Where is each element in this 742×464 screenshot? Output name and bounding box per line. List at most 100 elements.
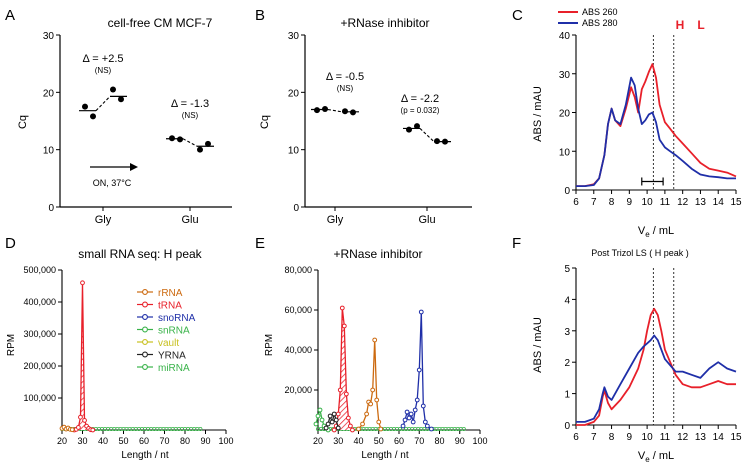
panel-e-point-snorna <box>414 397 420 403</box>
legend-label-yrna: YRNA <box>158 351 186 362</box>
panel-e-point-rrna <box>372 337 378 343</box>
panel-b-delta-gly: Δ = -0.5 <box>326 71 364 83</box>
panel-c-xtick-label: 11 <box>660 197 671 208</box>
panel-e-point-snorna <box>402 417 408 423</box>
panel-f-xtick-label: 6 <box>573 432 579 443</box>
panel-d-xtick-label: 80 <box>180 436 190 446</box>
panel-f-xtick-label: 10 <box>642 432 654 443</box>
panel-b-point-after <box>350 109 356 116</box>
panel-e-point-snorna <box>429 426 434 432</box>
panel-d-ytick-label: 100,000 <box>23 393 56 403</box>
panel-c-xlabel: Ve / mL <box>638 225 674 239</box>
panel-b: +RNase inhibitor Cq 0 10 20 30 Gly Glu Δ = … <box>259 16 472 226</box>
panel-letter-f: F <box>512 235 521 252</box>
panel-b-ytick-label: 10 <box>288 146 300 157</box>
panel-f-ytick-label: 4 <box>564 295 570 306</box>
panel-e-point-rrna <box>356 426 361 432</box>
panel-e-ytick-label: 20,000 <box>284 385 312 395</box>
panel-e-point-rrna <box>376 419 382 425</box>
panel-e-ylabel: RPM <box>264 334 275 356</box>
panel-c-ytick-label: 20 <box>559 109 571 120</box>
legend-label-snorna: snoRNA <box>158 313 196 324</box>
panel-letter-d: D <box>5 235 16 252</box>
panel-e-point-rrna <box>370 387 376 393</box>
panel-d-xtick-label: 100 <box>218 436 233 446</box>
panel-e-point-snorna <box>410 419 416 425</box>
panel-a-sig-glu: (NS) <box>182 111 199 120</box>
legend-marker-rrna <box>142 289 148 295</box>
panel-e-point-snorna <box>400 423 406 429</box>
panel-e-point-trna <box>335 411 341 417</box>
panel-d-baseline-point <box>198 426 203 431</box>
panel-a-axes: 0 10 20 30 <box>43 31 232 214</box>
panel-e-point-mirna <box>319 417 325 423</box>
panel-e-series-rrna <box>357 339 382 430</box>
panel-f-series-abs280 <box>576 334 737 423</box>
panel-d-xtick-label: 60 <box>139 436 149 446</box>
panel-e-xtick-label: 80 <box>434 436 444 446</box>
panel-f-ylabel: ABS / mAU <box>532 317 544 373</box>
panel-a-point-before <box>169 135 175 142</box>
panel-f-xtick-label: 9 <box>627 432 633 443</box>
panel-letter-e: E <box>255 235 265 252</box>
panel-e-point-yrna <box>329 419 335 425</box>
panel-a-ytick-label: 10 <box>43 146 55 157</box>
panel-a-change-line <box>182 138 198 147</box>
panel-d-xtick-label: 40 <box>98 436 108 446</box>
panel-e-point-trna <box>345 415 351 421</box>
panel-c-xtick-label: 9 <box>627 197 633 208</box>
panel-e-point-trna <box>350 427 355 433</box>
panel-c-series-abs280 <box>576 76 736 188</box>
legend-label-abs280: ABS 280 <box>582 18 618 28</box>
panel-a-annotation: ON, 37°C <box>93 178 132 188</box>
panel-a-sig-gly: (NS) <box>95 66 112 75</box>
panel-d-point-trna <box>76 425 81 430</box>
panel-a-delta-gly: Δ = +2.5 <box>83 53 124 65</box>
panel-c-ytick-label: 0 <box>564 186 570 197</box>
panel-d-title: small RNA seq: H peak <box>78 247 202 261</box>
panel-d-xlabel: Length / nt <box>121 450 168 461</box>
panel-c-ylabel: ABS / mAU <box>532 86 544 142</box>
panel-b-point-after <box>342 108 348 115</box>
panel-b-ytick-label: 0 <box>293 203 299 214</box>
panel-f-ytick-label: 3 <box>564 327 570 338</box>
panel-a-ytick-label: 20 <box>43 88 55 99</box>
panel-e-point-snorna <box>420 403 426 409</box>
legend-label-rrna: rRNA <box>158 288 183 299</box>
panel-b-point-before <box>314 107 320 114</box>
panel-a-point-before <box>177 136 183 143</box>
panel-d-axes: 100,000 200,000 300,000 400,000 500,000 20 30 4… <box>23 265 233 446</box>
panel-e-point-trna <box>331 427 337 433</box>
panel-e-point-snorna <box>406 415 412 421</box>
panel-f-xtick-label: 13 <box>695 432 707 443</box>
panel-b-sig-gly: (NS) <box>337 84 354 93</box>
legend-marker-trna <box>142 301 148 308</box>
panel-f-xtick-label: 15 <box>730 432 742 443</box>
panel-f-ytick-label: 5 <box>564 264 570 275</box>
panel-e-point-snorna <box>408 411 414 417</box>
panel-d-ylabel: RPM <box>6 334 17 356</box>
panel-b-ytick-label: 30 <box>288 31 300 42</box>
panel-e-point-trna <box>343 391 349 397</box>
panel-e-point-yrna <box>333 417 339 423</box>
panel-d-point-trna <box>80 280 85 286</box>
panel-e-xlabel: Length / nt <box>361 450 408 461</box>
panel-b-point-after <box>434 138 440 145</box>
panel-c-ytick-label: 40 <box>559 31 571 42</box>
panel-letter-c: C <box>512 7 523 24</box>
panel-e-xtick-label: 90 <box>455 436 465 446</box>
panel-f-xtick-label: 8 <box>609 432 615 443</box>
legend-marker-snorna <box>142 314 148 320</box>
panel-e-ytick-label: 80,000 <box>284 265 312 275</box>
panel-d-ytick-label: 200,000 <box>23 361 56 371</box>
panel-e-point-rrna <box>368 401 374 407</box>
legend-label-mirna: miRNA <box>158 363 190 374</box>
panel-b-ylabel: Cq <box>259 115 271 129</box>
panel-letter-b: B <box>255 7 265 24</box>
panel-e-point-trna <box>341 323 347 329</box>
panel-f-title: Post Trizol LS ( H peak ) <box>591 248 689 258</box>
panel-a-delta-glu: Δ = -1.3 <box>171 98 209 110</box>
panel-a-ytick-label: 0 <box>48 203 54 214</box>
panel-f-xtick-label: 11 <box>660 432 671 443</box>
